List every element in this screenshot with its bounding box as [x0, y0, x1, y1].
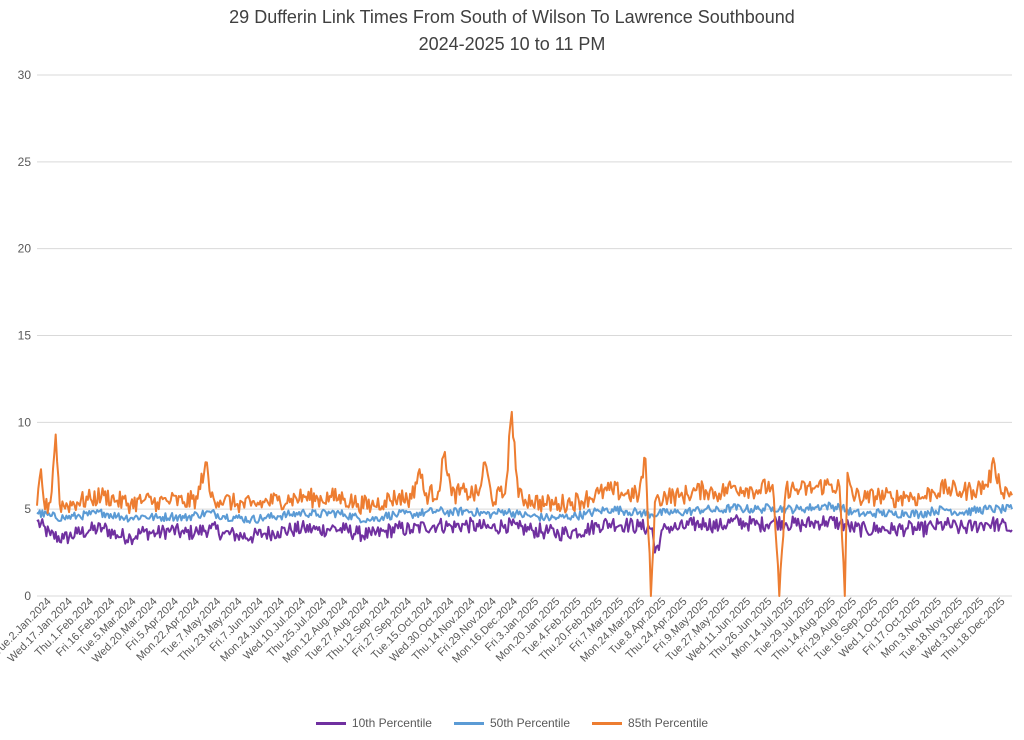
series-line-85th — [36, 410, 1013, 597]
y-tick-label-20: 20 — [18, 242, 32, 256]
series-lines — [36, 410, 1013, 597]
legend-item-50th[interactable]: 50th Percentile — [453, 716, 571, 730]
y-tick-label-10: 10 — [18, 415, 32, 429]
legend-item-85th[interactable]: 85th Percentile — [592, 716, 708, 730]
y-tick-label-25: 25 — [18, 155, 32, 169]
legend-item-10th[interactable]: 10th Percentile — [315, 716, 432, 730]
legend-label-50th: 50th Percentile — [489, 716, 571, 730]
legend-label-10th: 10th Percentile — [351, 716, 432, 730]
legend-swatch-50th — [453, 721, 484, 725]
y-axis-ticks: 0 5 10 15 20 25 30 — [18, 68, 32, 603]
legend: 10th Percentile 50th Percentile 85th Per… — [0, 716, 1024, 730]
series-line-10th — [36, 514, 1013, 554]
chart-subtitle: 2024-2025 10 to 11 PM — [418, 34, 606, 54]
y-tick-label-30: 30 — [18, 68, 32, 82]
legend-label-85th: 85th Percentile — [628, 716, 709, 730]
legend-swatch-85th — [592, 721, 623, 725]
chart-title: 29 Dufferin Link Times From South of Wil… — [229, 7, 795, 27]
y-tick-label-5: 5 — [24, 502, 31, 516]
series-line-50th — [36, 501, 1013, 524]
y-tick-label-0: 0 — [24, 589, 31, 603]
legend-swatch-10th — [315, 721, 346, 725]
y-tick-label-15: 15 — [18, 329, 32, 343]
x-axis-ticks: Tue.2.Jan.2024Wed.17.Jan.2024Thu.1.Feb.2… — [0, 596, 1008, 666]
